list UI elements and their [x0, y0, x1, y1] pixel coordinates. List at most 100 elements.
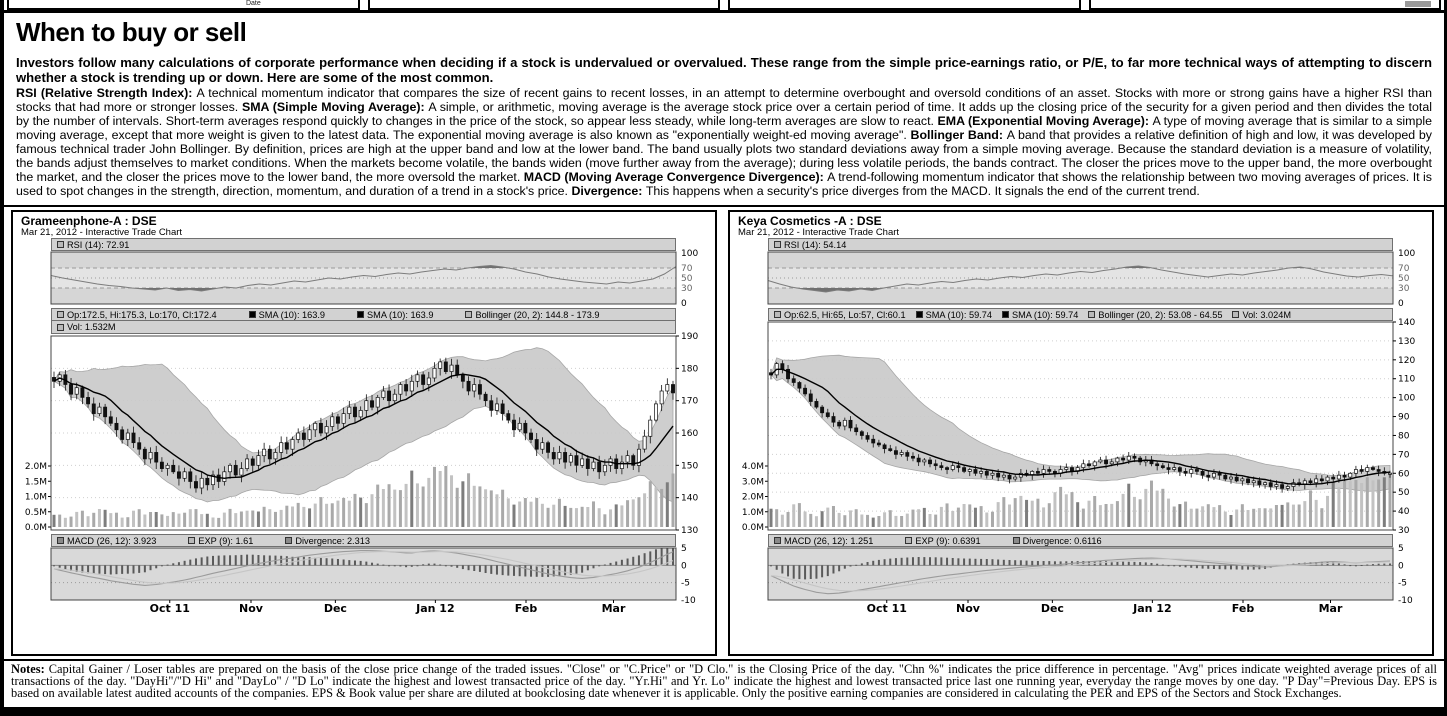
- svg-text:0.0M: 0.0M: [742, 523, 764, 533]
- volume-legend: Vol: 1.532M: [51, 321, 676, 334]
- legend-item: Bollinger (20, 2): 53.08 - 64.55: [1088, 310, 1222, 320]
- svg-text:-10: -10: [1398, 596, 1413, 606]
- term-label: MACD (Moving Average Convergence Diverge…: [523, 170, 828, 185]
- legend-item: SMA (10): 163.9: [357, 310, 433, 320]
- term-label: Divergence:: [571, 184, 646, 199]
- macd-pane: 5 0 -5 -10: [50, 544, 696, 606]
- svg-text:140: 140: [1398, 318, 1415, 328]
- legend-item: Bollinger (20, 2): 144.8 - 173.9: [465, 310, 600, 320]
- svg-text:Feb: Feb: [515, 602, 538, 615]
- svg-text:0: 0: [1398, 299, 1404, 309]
- svg-text:1.0M: 1.0M: [742, 508, 764, 518]
- svg-text:5: 5: [1398, 544, 1404, 554]
- term-label: RSI (Relative Strength Index):: [16, 86, 197, 101]
- page-title: When to buy or sell: [16, 17, 247, 47]
- svg-text:Dec: Dec: [1041, 602, 1064, 615]
- svg-text:70: 70: [1398, 264, 1410, 274]
- legend-item: SMA (10): 163.9: [248, 310, 325, 320]
- legend-item: MACD (26, 12): 3.923: [57, 536, 156, 546]
- svg-text:130: 130: [1398, 337, 1415, 347]
- cutoff-table-fragment: Date: [7, 0, 360, 10]
- legend-swatch-icon: [465, 311, 473, 318]
- svg-text:0: 0: [1398, 561, 1404, 571]
- macd-legend: MACD (26, 12): 3.923 EXP (9): 1.61 Diverge…: [51, 534, 676, 547]
- term-label: EMA (Exponential Moving Average):: [937, 114, 1153, 129]
- legend-swatch-icon: [1001, 311, 1009, 318]
- svg-text:Nov: Nov: [956, 602, 981, 615]
- svg-text:Oct 11: Oct 11: [150, 602, 190, 615]
- candlesticks: [52, 357, 675, 495]
- notes-section: Notes: Capital Gainer / Loser tables are…: [4, 659, 1444, 707]
- macd-legend: MACD (26, 12): 1.251 EXP (9): 0.6391 Diver…: [768, 534, 1393, 547]
- svg-text:140: 140: [681, 494, 698, 504]
- svg-text:2.0M: 2.0M: [742, 493, 764, 503]
- legend-item: RSI (14): 72.91: [57, 240, 129, 250]
- term-definition: A technical momentum indicator that comp…: [16, 86, 1432, 115]
- article-intro: Investors follow many calculations of co…: [16, 55, 1432, 85]
- svg-text:0: 0: [681, 561, 687, 571]
- term-definition: This happens when a security's price div…: [645, 184, 1200, 199]
- svg-text:0.0M: 0.0M: [25, 523, 47, 533]
- svg-text:Feb: Feb: [1232, 602, 1255, 615]
- svg-text:50: 50: [1398, 274, 1410, 284]
- legend-swatch-icon: [57, 241, 64, 248]
- legend-swatch-icon: [1232, 311, 1240, 318]
- legend-item: Vol: 1.532M: [57, 322, 116, 332]
- legend-swatch-icon: [57, 311, 64, 318]
- legend-swatch-icon: [188, 537, 196, 544]
- sma-line: [53, 373, 674, 480]
- svg-text:0: 0: [681, 299, 687, 309]
- svg-text:90: 90: [1398, 413, 1410, 423]
- svg-text:50: 50: [1398, 488, 1410, 498]
- partial-graphic: [1405, 1, 1431, 7]
- svg-text:-5: -5: [1398, 579, 1407, 589]
- legend-item: Vol: 3.024M: [1232, 310, 1291, 320]
- cutoff-table-fragment: [367, 0, 720, 10]
- svg-text:50: 50: [681, 274, 693, 284]
- x-axis-labels: Oct 11 Nov Dec Jan 12 Feb Mar: [150, 600, 626, 615]
- svg-text:2.0M: 2.0M: [25, 462, 47, 472]
- svg-text:170: 170: [681, 397, 698, 407]
- svg-text:3.0M: 3.0M: [742, 477, 764, 487]
- notes-text: Capital Gainer / Loser tables are prepar…: [11, 662, 1437, 700]
- term-definition: A simple, or arithmetic, moving average …: [16, 100, 1432, 129]
- top-strip-cutoff-tables: Date: [4, 0, 1444, 10]
- legend-item: Op:172.5, Hi:175.3, Lo:170, Cl:172.4: [57, 310, 217, 320]
- cutoff-table-fragment: [1088, 0, 1441, 10]
- legend-item: Op:62.5, Hi:65, Lo:57, Cl:60.1: [774, 310, 906, 320]
- svg-text:150: 150: [681, 461, 698, 471]
- svg-text:1.5M: 1.5M: [25, 477, 47, 487]
- svg-text:70: 70: [681, 264, 693, 274]
- legend-swatch-icon: [248, 311, 256, 318]
- price-legend: Op:172.5, Hi:175.3, Lo:170, Cl:172.4 SMA …: [51, 308, 676, 321]
- svg-text:160: 160: [681, 429, 698, 439]
- chart-panel-grameenphone: Grameenphone-A : DSE Mar 21, 2012 - Inter…: [11, 210, 717, 656]
- svg-text:Jan 12: Jan 12: [1132, 602, 1171, 615]
- chart-subtitle: Mar 21, 2012 - Interactive Trade Chart: [738, 227, 900, 238]
- article-body: RSI (Relative Strength Index): A technic…: [16, 86, 1432, 198]
- svg-text:30: 30: [1398, 284, 1410, 294]
- grameenphone-chart-svg: 10070503002.0M1.5M1.0M0.5M0.0M1901801701…: [25, 249, 699, 615]
- chart-subtitle: Mar 21, 2012 - Interactive Trade Chart: [21, 227, 183, 238]
- macd-pane: 5 0 -5 -10: [767, 544, 1413, 606]
- x-axis-labels: Oct 11 Nov Dec Jan 12 Feb Mar: [867, 600, 1343, 615]
- price-pane: 2.0M 1.5M 1.0M 0.5M 0.0M 190 180 170 160 150 140 13…: [25, 332, 699, 536]
- svg-text:80: 80: [1398, 431, 1410, 441]
- term-definition: A type of moving average that is similar…: [16, 114, 1433, 143]
- chart-panel-keya: Keya Cosmetics -A : DSE Mar 21, 2012 - In…: [728, 210, 1434, 656]
- term-definition: A trend-following momentum indicator tha…: [16, 170, 1432, 199]
- legend-item: SMA (10): 59.74: [915, 310, 992, 320]
- svg-text:60: 60: [1398, 469, 1410, 479]
- svg-text:0.5M: 0.5M: [25, 508, 47, 518]
- sma-line: [770, 368, 1391, 486]
- legend-swatch-icon: [905, 537, 913, 544]
- article-when-to-buy-or-sell: When to buy or sell Investors follow man…: [4, 10, 1444, 207]
- svg-text:100: 100: [1398, 394, 1415, 404]
- macd-line: [53, 549, 674, 586]
- legend-swatch-icon: [774, 241, 781, 248]
- rsi-legend: RSI (14): 72.91: [51, 238, 676, 251]
- svg-text:4.0M: 4.0M: [742, 462, 764, 472]
- rsi-legend: RSI (14): 54.14: [768, 238, 1393, 251]
- svg-text:30: 30: [681, 284, 693, 294]
